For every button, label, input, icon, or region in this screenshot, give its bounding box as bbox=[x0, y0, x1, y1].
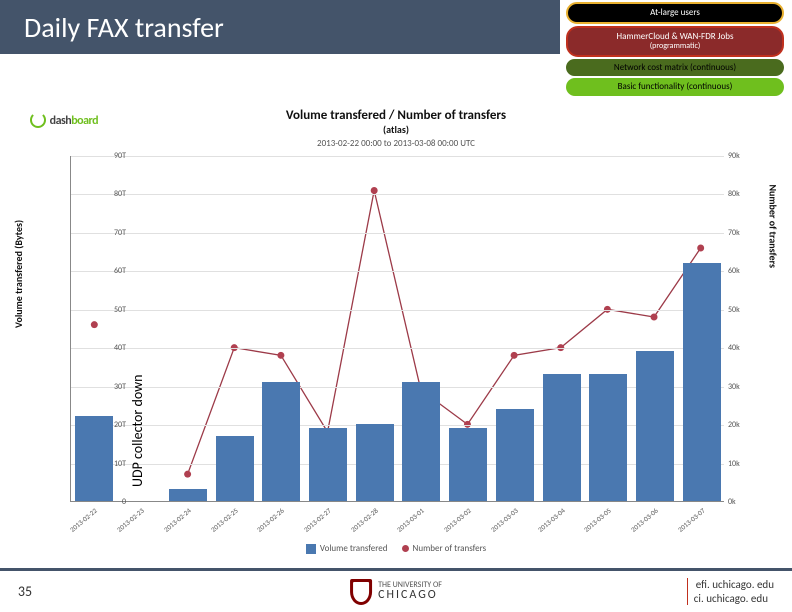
y-tick-right: 20k bbox=[728, 420, 740, 430]
annotation-udp: UDP collector down bbox=[129, 374, 146, 487]
bar bbox=[169, 489, 207, 501]
uchicago-logo: THE UNIVERSITY OF CHICAGO bbox=[350, 579, 442, 605]
shield-icon bbox=[350, 579, 372, 605]
y-left-label: Volume transfered (Bytes) bbox=[12, 220, 25, 328]
bar bbox=[449, 428, 487, 501]
y-tick-right: 50k bbox=[728, 305, 740, 315]
swirl-icon bbox=[30, 112, 46, 128]
y-tick-left: 50T bbox=[76, 305, 126, 315]
footer-link: ci. uchicago. edu bbox=[694, 592, 774, 605]
plot-area bbox=[70, 156, 724, 502]
chart-subtitle: (atlas) bbox=[10, 123, 782, 136]
legend-bar-swatch bbox=[306, 544, 316, 554]
chart-area: dashboard Volume transfered / Number of … bbox=[10, 108, 782, 554]
bar bbox=[683, 263, 721, 501]
y-tick-right: 40k bbox=[728, 343, 740, 353]
y-tick-left: 80T bbox=[76, 189, 126, 199]
y-tick-right: 80k bbox=[728, 189, 740, 199]
bar bbox=[589, 374, 627, 501]
y-tick-right: 60k bbox=[728, 266, 740, 276]
footer: 35 THE UNIVERSITY OF CHICAGO efi. uchica… bbox=[0, 568, 792, 612]
bar bbox=[216, 436, 254, 501]
y-tick-left: 40T bbox=[76, 343, 126, 353]
bar bbox=[402, 382, 440, 501]
bar bbox=[356, 424, 394, 501]
slide: Daily FAX transfer At-large usersHammerC… bbox=[0, 0, 792, 612]
bar bbox=[543, 374, 581, 501]
y-tick-left: 70T bbox=[76, 228, 126, 238]
y-tick-left: 20T bbox=[76, 420, 126, 430]
badge-stack: At-large usersHammerCloud & WAN-FDR Jobs… bbox=[566, 2, 784, 96]
y-tick-right: 90k bbox=[728, 151, 740, 161]
y-tick-right: 10k bbox=[728, 459, 740, 469]
legend-dot-swatch bbox=[402, 545, 409, 552]
header-bar: Daily FAX transfer bbox=[0, 0, 560, 54]
page-number: 35 bbox=[0, 583, 50, 600]
y-tick-left: 60T bbox=[76, 266, 126, 276]
badge: Basic functionality (continuous) bbox=[566, 78, 784, 96]
bar bbox=[496, 409, 534, 501]
y-tick-right: 70k bbox=[728, 228, 740, 238]
y-tick-left: 0 bbox=[76, 497, 126, 507]
y-tick-right: 30k bbox=[728, 382, 740, 392]
y-tick-left: 10T bbox=[76, 459, 126, 469]
y-tick-left: 30T bbox=[76, 382, 126, 392]
chart-title: Volume transfered / Number of transfers bbox=[10, 108, 782, 123]
page-title: Daily FAX transfer bbox=[24, 10, 224, 45]
bar bbox=[262, 382, 300, 501]
badge: At-large users bbox=[566, 2, 784, 24]
footer-links: efi. uchicago. edu ci. uchicago. edu bbox=[687, 578, 774, 604]
y-tick-right: 0k bbox=[728, 497, 736, 507]
bar bbox=[636, 351, 674, 501]
chart-daterange: 2013-02-22 00:00 to 2013-03-08 00:00 UTC bbox=[10, 138, 782, 149]
badge: Network cost matrix (continuous) bbox=[566, 59, 784, 77]
badge: HammerCloud & WAN-FDR Jobs(programmatic) bbox=[566, 26, 784, 57]
footer-link: efi. uchicago. edu bbox=[694, 578, 774, 591]
bar bbox=[309, 428, 347, 501]
y-right-label: Number of transfers bbox=[767, 184, 780, 268]
dashboard-logo: dashboard bbox=[30, 110, 120, 128]
y-tick-left: 90T bbox=[76, 151, 126, 161]
